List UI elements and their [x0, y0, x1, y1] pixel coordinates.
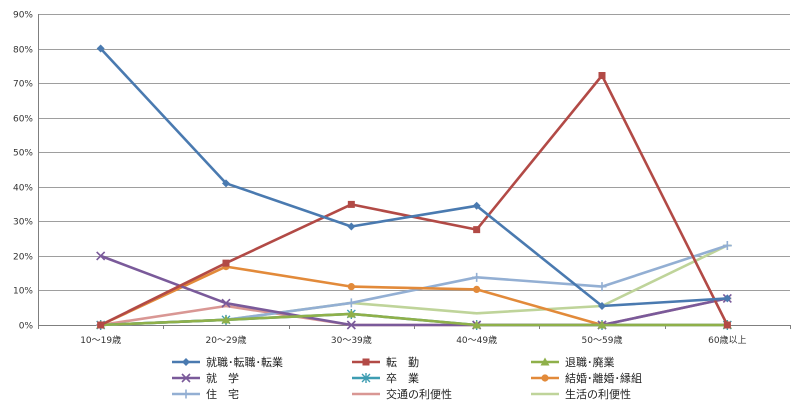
- data-point-marker: [222, 179, 230, 188]
- x-tick-label: 20〜29歳: [206, 334, 247, 346]
- data-point-marker: [346, 309, 356, 318]
- data-point-marker: [346, 320, 356, 330]
- y-tick-label: 80%: [13, 46, 33, 56]
- data-point-marker: [722, 241, 732, 251]
- data-point-marker: [540, 357, 550, 366]
- series-line: [100, 244, 728, 327]
- legend-label: 就職･転職･転業: [206, 355, 283, 369]
- y-tick-label: 90%: [13, 11, 33, 21]
- legend-label: 生活の利便性: [565, 387, 631, 401]
- data-point-marker: [472, 201, 481, 210]
- y-tick-label: 70%: [13, 80, 33, 90]
- data-point-marker: [181, 373, 191, 383]
- series-line: [99, 47, 728, 308]
- data-point-marker: [221, 298, 231, 308]
- y-tick-label: 40%: [13, 184, 33, 194]
- y-tick-label: 20%: [13, 253, 33, 263]
- data-point-marker: [346, 298, 356, 308]
- legend-item: 交通の利便性: [352, 387, 452, 401]
- legend-item: 退職･廃業: [531, 355, 615, 369]
- data-point-marker: [347, 200, 355, 208]
- x-tick-label: 40〜49歳: [456, 334, 497, 346]
- legend-item: 住 宅: [172, 387, 239, 401]
- legend-label: 交通の利便性: [386, 387, 452, 401]
- data-point-marker: [96, 251, 106, 261]
- legend-label: 住 宅: [206, 387, 239, 401]
- y-axis-tick-labels: 0% 10% 20% 30% 40% 50% 60% 70% 80% 90%: [13, 11, 33, 332]
- legend-item: 就職･転職･転業: [172, 355, 283, 369]
- y-tick-label: 10%: [13, 287, 33, 297]
- data-point-marker: [723, 321, 731, 329]
- data-point-marker: [541, 374, 549, 382]
- series-group: [96, 244, 732, 327]
- legend-label: 結婚･離婚･縁組: [565, 371, 642, 385]
- y-tick-label: 60%: [13, 115, 33, 125]
- data-point-marker: [473, 226, 481, 234]
- data-point-marker: [181, 389, 191, 399]
- series-line: [100, 244, 728, 327]
- legend-item: 生活の利便性: [531, 387, 631, 401]
- legend-item: 結婚･離婚･縁組: [531, 371, 642, 385]
- legend-label: 就 学: [206, 371, 239, 385]
- legend: 就職･転職･転業 転 勤 退職･廃業就 学 卒 業 結婚･離婚･縁組住 宅 交通の利便性 生…: [172, 355, 642, 401]
- data-point-marker: [472, 272, 482, 282]
- data-point-marker: [96, 44, 105, 53]
- x-tick-label: 60歳以上: [708, 334, 746, 346]
- data-point-marker: [182, 358, 190, 366]
- data-point-marker: [347, 283, 355, 291]
- data-point-marker: [723, 294, 732, 303]
- legend-item: 就 学: [172, 371, 239, 385]
- x-tick-label: 50〜59歳: [582, 334, 623, 346]
- data-point-marker: [361, 373, 371, 383]
- legend-label: 卒 業: [386, 371, 419, 385]
- data-point-marker: [347, 222, 356, 231]
- y-tick-label: 0%: [19, 322, 34, 332]
- legend-item: 転 勤: [352, 356, 419, 369]
- data-point-marker: [222, 259, 230, 267]
- data-point-marker: [598, 72, 606, 80]
- legend-label: 退職･廃業: [565, 355, 615, 369]
- data-point-marker: [97, 321, 105, 329]
- y-tick-label: 30%: [13, 218, 33, 228]
- series-group: [96, 241, 732, 330]
- x-axis-tick-labels: 10〜19歳 20〜29歳 30〜39歳 40〜49歳 50〜59歳 60歳以上: [80, 334, 746, 346]
- series-line: [100, 254, 728, 327]
- data-point-marker: [598, 301, 606, 310]
- data-point-marker: [362, 358, 370, 366]
- data-point-marker: [221, 315, 231, 324]
- data-point-marker: [473, 285, 481, 294]
- series-group: [96, 44, 732, 310]
- data-point-marker: [597, 320, 607, 329]
- gridlines: [38, 14, 790, 291]
- legend-label: 転 勤: [386, 356, 419, 369]
- data-point-marker: [597, 282, 607, 292]
- series-lines: [96, 44, 732, 330]
- y-tick-label: 50%: [13, 149, 33, 159]
- axes: [38, 14, 791, 329]
- series-line: [100, 312, 728, 327]
- x-tick-label: 30〜39歳: [331, 334, 372, 346]
- legend-item: 卒 業: [352, 371, 419, 385]
- data-point-marker: [472, 320, 482, 329]
- x-tick-label: 10〜19歳: [80, 334, 121, 346]
